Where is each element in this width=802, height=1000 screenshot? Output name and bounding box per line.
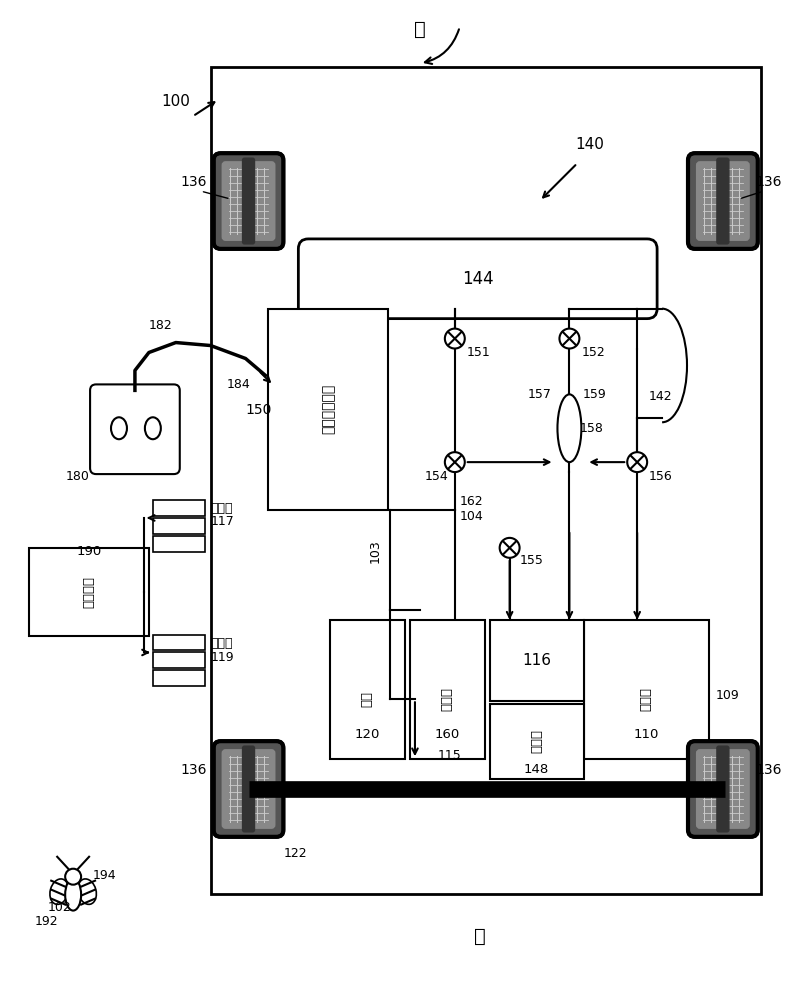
Text: 122: 122 <box>283 847 307 860</box>
Text: 151: 151 <box>466 346 490 359</box>
Text: 136: 136 <box>755 175 781 189</box>
Text: 136: 136 <box>180 763 207 777</box>
FancyArrowPatch shape <box>424 29 459 64</box>
Text: 119: 119 <box>210 651 234 664</box>
Text: 155: 155 <box>519 554 543 567</box>
Circle shape <box>65 869 81 885</box>
Text: 110: 110 <box>633 728 658 741</box>
Text: 152: 152 <box>581 346 605 359</box>
Text: 109: 109 <box>715 689 739 702</box>
FancyBboxPatch shape <box>716 158 728 244</box>
Bar <box>210 67 759 894</box>
Bar <box>152 635 205 650</box>
Text: 发电机: 发电机 <box>439 687 453 711</box>
Text: 115: 115 <box>437 749 461 762</box>
Text: 传感器: 传感器 <box>210 637 233 650</box>
Text: 140: 140 <box>574 137 603 152</box>
Text: 194: 194 <box>93 869 116 882</box>
Text: 控制系统: 控制系统 <box>83 576 95 608</box>
Text: 154: 154 <box>424 470 448 483</box>
Ellipse shape <box>50 879 68 904</box>
FancyBboxPatch shape <box>298 239 656 319</box>
Text: 103: 103 <box>369 539 382 563</box>
Circle shape <box>444 452 464 472</box>
Text: 184: 184 <box>226 378 250 391</box>
FancyBboxPatch shape <box>696 162 747 240</box>
FancyBboxPatch shape <box>222 750 274 828</box>
Bar <box>268 309 387 510</box>
Text: 发动机: 发动机 <box>639 687 652 711</box>
Text: 160: 160 <box>434 728 459 741</box>
FancyBboxPatch shape <box>90 384 180 474</box>
FancyBboxPatch shape <box>687 153 757 249</box>
Bar <box>152 518 205 534</box>
Bar <box>410 620 484 759</box>
FancyBboxPatch shape <box>716 746 728 832</box>
Text: 158: 158 <box>579 422 602 435</box>
Text: 116: 116 <box>521 653 550 668</box>
Text: 190: 190 <box>76 545 102 558</box>
Text: 182: 182 <box>149 319 172 332</box>
Text: 148: 148 <box>523 763 549 776</box>
Circle shape <box>444 329 464 349</box>
Text: 192: 192 <box>34 915 58 928</box>
Ellipse shape <box>557 394 581 462</box>
FancyArrowPatch shape <box>740 192 760 198</box>
Text: 157: 157 <box>527 388 551 401</box>
Bar <box>152 500 205 516</box>
Text: 102: 102 <box>47 901 71 914</box>
FancyBboxPatch shape <box>696 750 747 828</box>
Ellipse shape <box>144 417 160 439</box>
Bar <box>489 704 584 779</box>
Text: 能量储存装置: 能量储存装置 <box>321 384 335 434</box>
Text: 142: 142 <box>648 390 672 403</box>
Text: 180: 180 <box>65 470 89 483</box>
Bar <box>29 548 148 636</box>
Circle shape <box>499 538 519 558</box>
Text: 117: 117 <box>210 515 234 528</box>
Text: 前: 前 <box>473 927 485 946</box>
Circle shape <box>626 452 646 472</box>
Text: 159: 159 <box>581 388 606 401</box>
FancyArrowPatch shape <box>203 192 228 198</box>
Circle shape <box>559 329 579 349</box>
Text: 156: 156 <box>648 470 672 483</box>
Bar <box>152 536 205 552</box>
Text: 致动器: 致动器 <box>210 502 233 515</box>
FancyBboxPatch shape <box>222 162 274 240</box>
Ellipse shape <box>78 879 96 904</box>
Text: 后: 后 <box>414 20 425 39</box>
Bar <box>330 620 404 759</box>
Bar <box>489 620 584 701</box>
Text: 144: 144 <box>461 270 493 288</box>
Text: 120: 120 <box>354 728 379 741</box>
FancyBboxPatch shape <box>687 741 757 837</box>
Text: 150: 150 <box>245 403 271 417</box>
Text: 100: 100 <box>161 94 190 109</box>
FancyBboxPatch shape <box>213 741 283 837</box>
Bar <box>584 620 708 759</box>
Ellipse shape <box>65 879 81 911</box>
FancyBboxPatch shape <box>242 158 254 244</box>
Text: 104: 104 <box>460 510 483 523</box>
Ellipse shape <box>111 417 127 439</box>
FancyBboxPatch shape <box>213 153 283 249</box>
Text: 136: 136 <box>755 763 781 777</box>
Text: 162: 162 <box>460 495 483 508</box>
Text: 136: 136 <box>180 175 207 189</box>
FancyBboxPatch shape <box>242 746 254 832</box>
Bar <box>152 670 205 686</box>
Text: 变速器: 变速器 <box>529 729 542 753</box>
Bar <box>152 652 205 668</box>
Text: 马达: 马达 <box>360 691 373 707</box>
